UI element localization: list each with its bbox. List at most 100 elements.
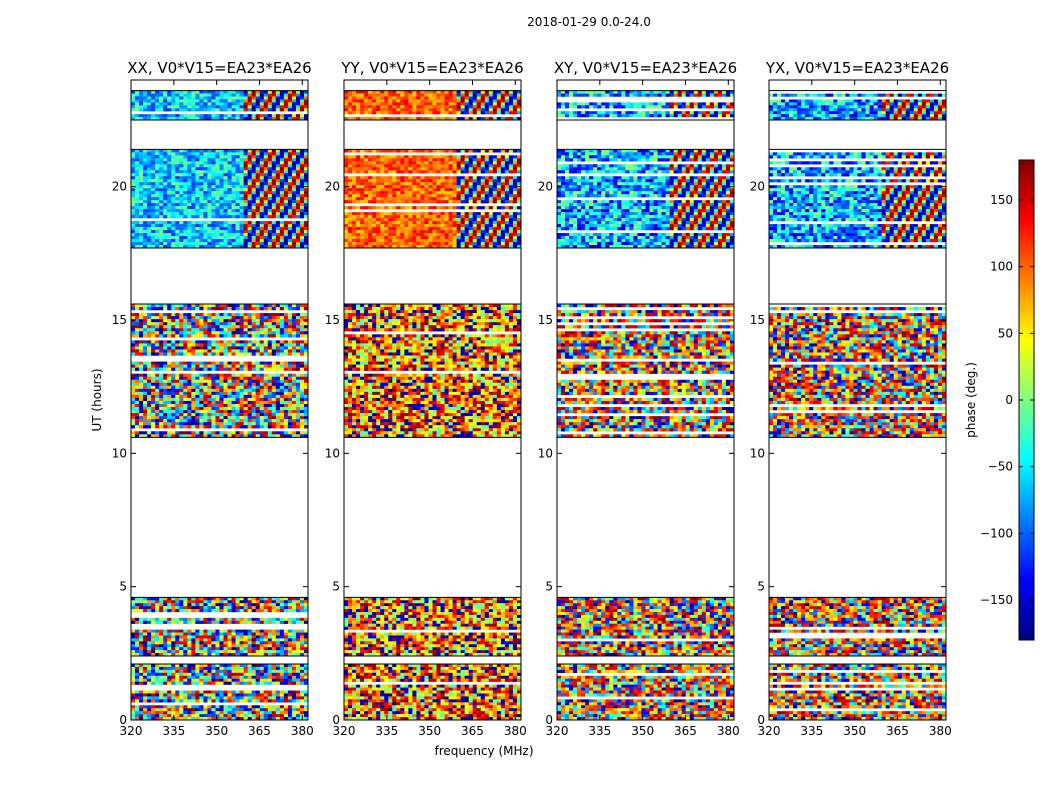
heatmap-cell bbox=[203, 597, 208, 601]
heatmap-cell bbox=[171, 400, 176, 405]
heatmap-cell bbox=[175, 603, 180, 607]
heatmap-cell bbox=[215, 245, 220, 249]
heatmap-cell bbox=[171, 102, 176, 106]
heatmap-cell bbox=[159, 632, 164, 636]
heatmap-cell bbox=[231, 328, 236, 332]
heatmap-cell bbox=[247, 373, 252, 377]
heatmap-cell bbox=[155, 96, 160, 100]
heatmap-cell bbox=[155, 349, 160, 353]
heatmap-cell bbox=[159, 331, 164, 335]
heatmap-cell bbox=[223, 328, 228, 332]
heatmap-cell bbox=[215, 322, 220, 326]
heatmap-cell bbox=[287, 239, 293, 243]
heatmap-cell bbox=[167, 606, 172, 610]
heatmap-cell bbox=[295, 632, 301, 636]
heatmap-cell bbox=[231, 316, 236, 320]
heatmap-cell bbox=[303, 197, 309, 201]
heatmap-cell bbox=[139, 185, 144, 189]
heatmap-cell bbox=[191, 635, 196, 639]
heatmap-cell bbox=[259, 388, 265, 393]
heatmap-cell bbox=[291, 346, 297, 350]
heatmap-cell bbox=[199, 307, 204, 311]
heatmap-cell bbox=[167, 158, 172, 162]
heatmap-cell bbox=[159, 203, 164, 207]
heatmap-cell bbox=[283, 328, 289, 332]
heatmap-cell bbox=[295, 93, 301, 97]
heatmap-cell bbox=[183, 629, 188, 633]
heatmap-cell bbox=[255, 313, 261, 317]
heatmap-cell bbox=[259, 188, 265, 192]
heatmap-cell bbox=[139, 206, 144, 210]
heatmap-cell bbox=[295, 194, 301, 198]
heatmap-cell bbox=[247, 233, 252, 237]
heatmap-cell bbox=[159, 155, 164, 159]
heatmap-cell bbox=[183, 343, 188, 347]
heatmap-cell bbox=[215, 236, 220, 240]
heatmap-cell bbox=[303, 364, 309, 368]
heatmap-cell bbox=[183, 382, 188, 387]
heatmap-cell bbox=[219, 209, 224, 213]
heatmap-cell bbox=[392, 664, 397, 668]
heatmap-cell bbox=[235, 331, 240, 335]
heatmap-cell bbox=[187, 328, 192, 332]
heatmap-cell bbox=[135, 102, 140, 106]
heatmap-cell bbox=[203, 90, 208, 94]
heatmap-cell bbox=[275, 167, 281, 171]
heatmap-cell bbox=[287, 699, 293, 703]
heatmap-cell bbox=[139, 711, 144, 715]
heatmap-cell bbox=[159, 638, 164, 642]
heatmap-cell bbox=[195, 708, 200, 712]
heatmap-cell bbox=[247, 197, 252, 201]
heatmap-cell bbox=[199, 391, 204, 396]
heatmap-cell bbox=[147, 650, 152, 654]
heatmap-cell bbox=[215, 170, 220, 174]
heatmap-cell bbox=[167, 597, 172, 601]
heatmap-cell bbox=[159, 313, 164, 317]
heatmap-cell bbox=[219, 653, 224, 657]
heatmap-cell bbox=[163, 194, 168, 198]
heatmap-cell bbox=[147, 609, 152, 613]
heatmap-cell bbox=[231, 391, 236, 396]
heatmap-cell bbox=[287, 99, 293, 103]
heatmap-cell bbox=[183, 304, 188, 308]
heatmap-cell bbox=[243, 340, 248, 344]
heatmap-cell bbox=[392, 666, 397, 671]
heatmap-cell bbox=[271, 185, 277, 189]
heatmap-cell bbox=[243, 708, 248, 712]
heatmap-cell bbox=[263, 90, 269, 94]
heatmap-cell bbox=[191, 678, 196, 682]
heatmap-cell bbox=[195, 209, 200, 213]
heatmap-cell bbox=[219, 690, 224, 694]
heatmap-cell bbox=[139, 635, 144, 639]
heatmap-cell bbox=[235, 413, 240, 417]
heatmap-cell bbox=[235, 367, 240, 371]
heatmap-cell bbox=[396, 666, 401, 671]
heatmap-cell bbox=[275, 239, 281, 243]
heatmap-cell bbox=[223, 653, 228, 657]
heatmap-cell bbox=[151, 93, 156, 97]
heatmap-cell bbox=[207, 431, 212, 435]
heatmap-cell bbox=[243, 176, 248, 180]
heatmap-cell bbox=[235, 99, 240, 103]
heatmap-cell bbox=[183, 422, 188, 426]
heatmap-cell bbox=[211, 434, 216, 438]
heatmap-cell bbox=[143, 203, 148, 207]
heatmap-cell bbox=[167, 664, 172, 668]
heatmap-cell bbox=[251, 176, 256, 180]
heatmap-cell bbox=[275, 96, 281, 100]
heatmap-cell bbox=[287, 376, 293, 380]
heatmap-cell bbox=[135, 397, 140, 402]
heatmap-cell bbox=[199, 114, 204, 118]
heatmap-cell bbox=[275, 233, 281, 237]
heatmap-cell bbox=[135, 699, 140, 703]
heatmap-cell bbox=[183, 313, 188, 317]
heatmap-cell bbox=[151, 206, 156, 210]
heatmap-cell bbox=[203, 603, 208, 607]
heatmap-cell bbox=[167, 690, 172, 694]
heatmap-cell bbox=[267, 194, 273, 198]
heatmap-cell bbox=[151, 108, 156, 112]
heatmap-cell bbox=[247, 346, 252, 350]
heatmap-cell bbox=[287, 632, 293, 636]
heatmap-cell bbox=[287, 644, 293, 648]
heatmap-cell bbox=[171, 609, 176, 613]
